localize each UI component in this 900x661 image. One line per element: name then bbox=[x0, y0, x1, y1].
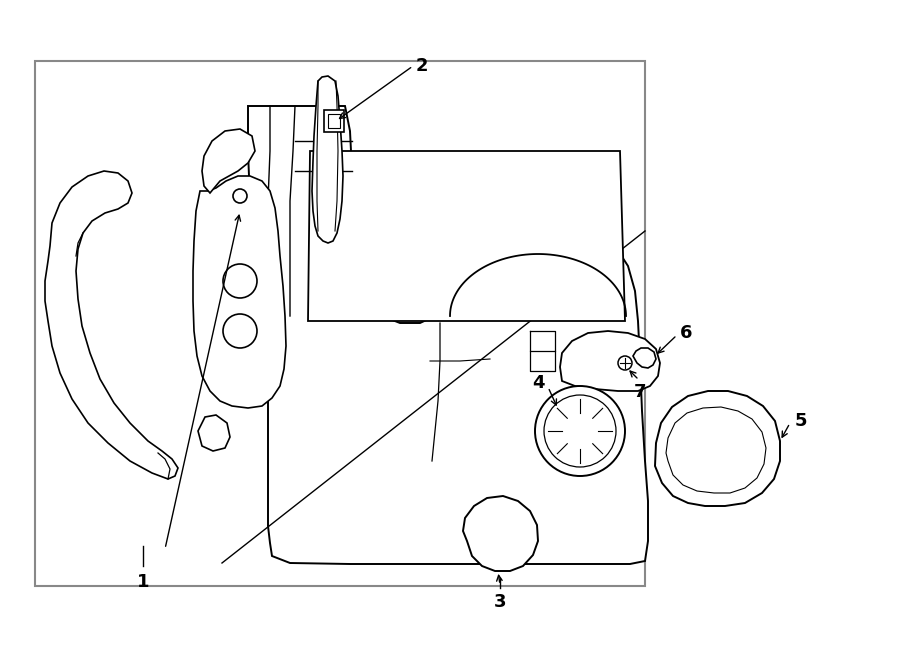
Polygon shape bbox=[655, 391, 780, 506]
Text: 1: 1 bbox=[137, 573, 149, 591]
Polygon shape bbox=[633, 348, 656, 368]
Circle shape bbox=[544, 395, 616, 467]
Polygon shape bbox=[312, 76, 343, 243]
Polygon shape bbox=[463, 496, 538, 571]
Text: 5: 5 bbox=[795, 412, 807, 430]
Circle shape bbox=[535, 386, 625, 476]
Circle shape bbox=[223, 264, 257, 298]
Text: 7: 7 bbox=[634, 383, 646, 401]
Text: 2: 2 bbox=[416, 57, 428, 75]
Circle shape bbox=[223, 314, 257, 348]
Text: 6: 6 bbox=[680, 324, 692, 342]
Text: 3: 3 bbox=[494, 593, 506, 611]
Circle shape bbox=[233, 189, 247, 203]
Bar bbox=[324, 110, 344, 132]
Circle shape bbox=[618, 356, 632, 370]
Polygon shape bbox=[666, 407, 766, 493]
Polygon shape bbox=[202, 129, 255, 193]
Text: 4: 4 bbox=[533, 374, 545, 392]
Polygon shape bbox=[248, 106, 648, 564]
Polygon shape bbox=[45, 171, 178, 479]
Bar bbox=[35, 61, 645, 586]
Polygon shape bbox=[560, 331, 660, 391]
Bar bbox=[328, 114, 340, 128]
Polygon shape bbox=[193, 176, 286, 408]
Polygon shape bbox=[198, 415, 230, 451]
Polygon shape bbox=[308, 151, 625, 321]
